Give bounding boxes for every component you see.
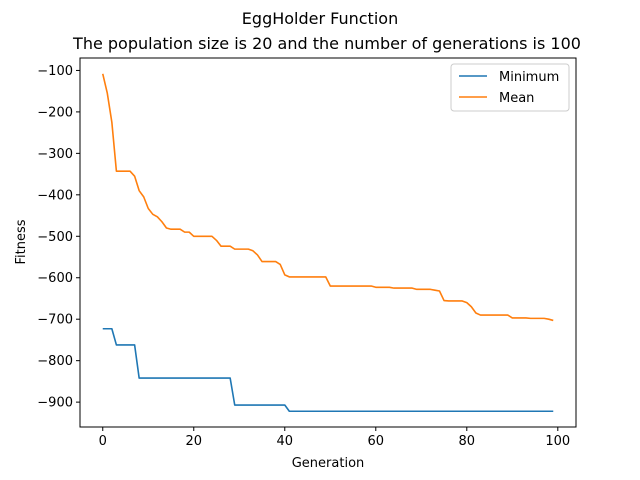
y-axis: −900 −800 −700 −600 −500 −400 −300 −200 −100 (37, 64, 80, 411)
x-axis-label: Generation (292, 456, 365, 471)
series-layer (101, 73, 554, 413)
y-tick-label: −300 (37, 147, 73, 162)
chart-title: EggHolder Function (242, 9, 398, 28)
legend-label-mean: Mean (499, 91, 534, 106)
y-tick-label: −600 (37, 271, 73, 286)
x-tick-label: 80 (459, 434, 476, 449)
x-tick-label: 20 (185, 434, 202, 449)
x-tick-label: 0 (99, 434, 107, 449)
x-axis: 0 20 40 60 80 100 (99, 427, 570, 449)
series-line-minimum (102, 327, 554, 413)
y-axis-label: Fitness (14, 219, 29, 264)
y-tick-label: −200 (37, 105, 73, 120)
plot-area (79, 57, 577, 428)
y-tick-label: −500 (37, 230, 73, 245)
x-tick-label: 40 (276, 434, 293, 449)
series-line-mean (101, 73, 554, 322)
x-tick-label: 60 (368, 434, 385, 449)
chart-subtitle: The population size is 20 and the number… (72, 34, 581, 53)
y-tick-label: −900 (37, 396, 73, 411)
plot-frame (79, 57, 577, 428)
y-tick-label: −800 (37, 354, 73, 369)
y-tick-label: −700 (37, 313, 73, 328)
x-tick-label: 100 (545, 434, 570, 449)
legend: Minimum Mean (450, 63, 570, 112)
y-tick-label: −400 (37, 188, 73, 203)
legend-label-minimum: Minimum (499, 70, 559, 85)
y-tick-label: −100 (37, 64, 73, 79)
